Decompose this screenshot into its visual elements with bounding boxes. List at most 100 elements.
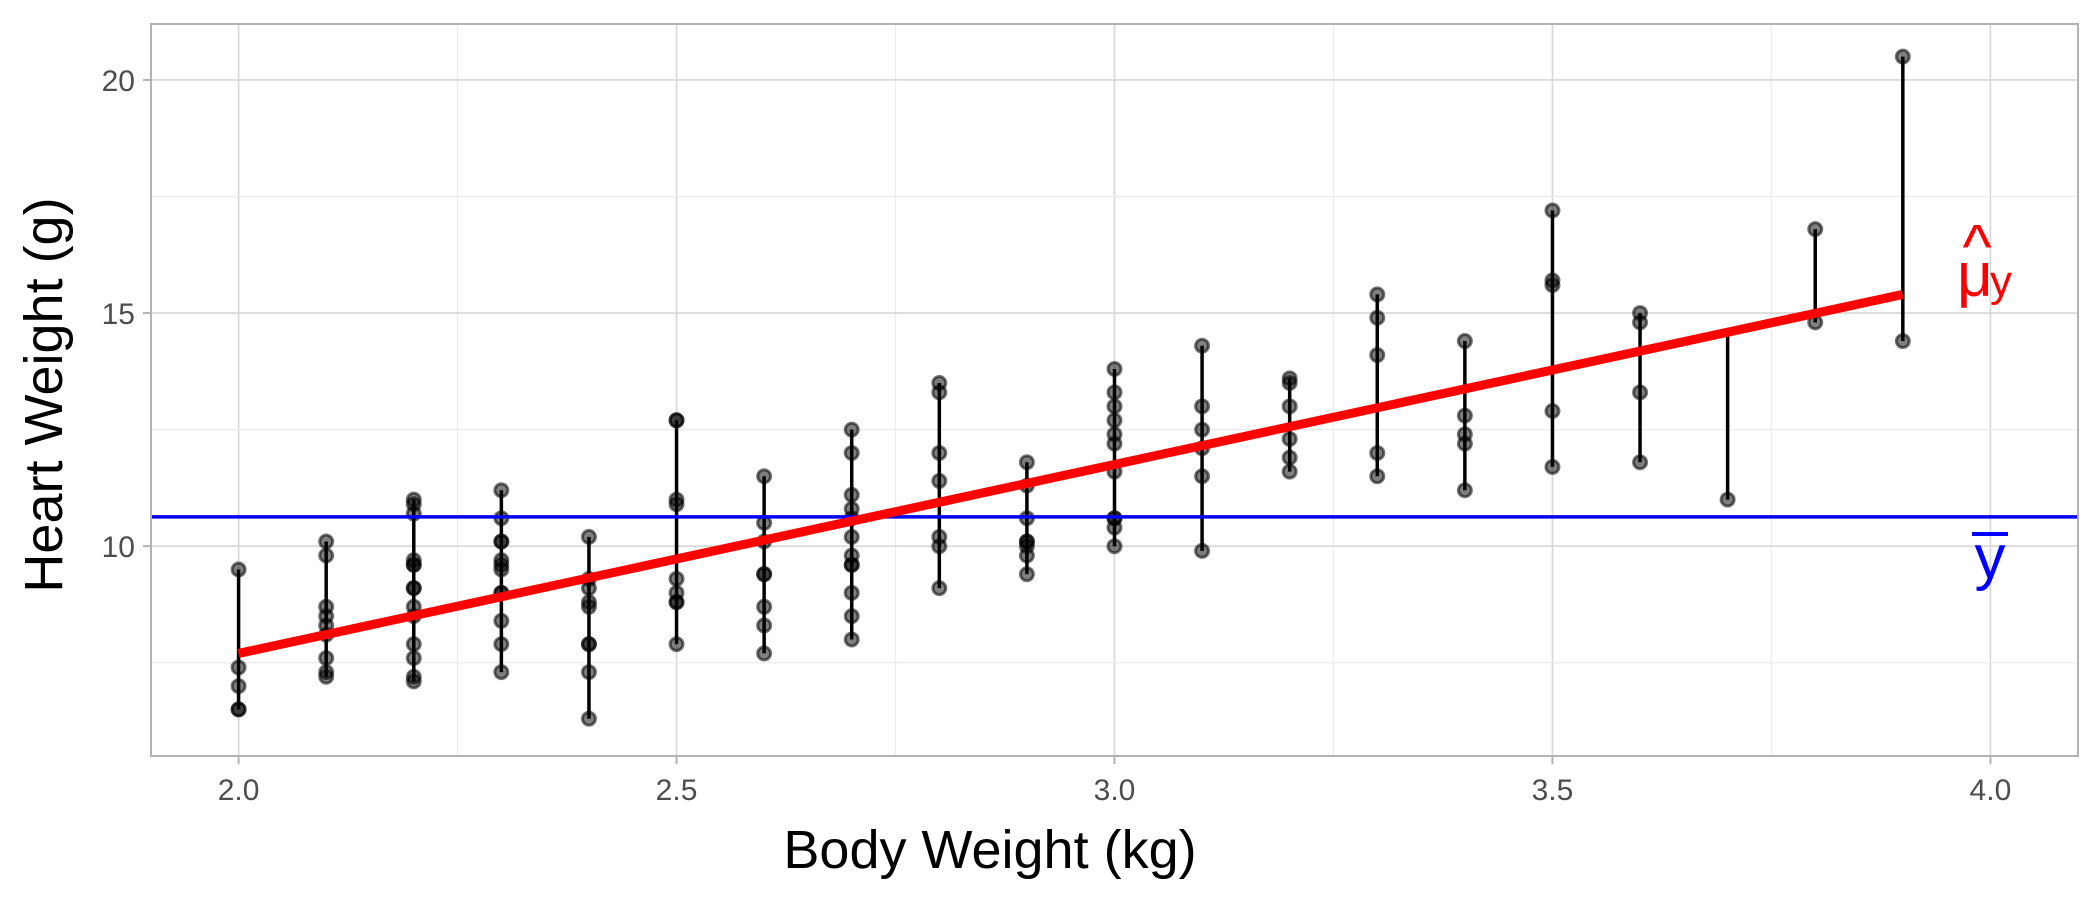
x-tick-label: 3.0 xyxy=(1094,774,1136,807)
data-point xyxy=(405,556,422,573)
data-point xyxy=(580,636,597,653)
data-point xyxy=(668,412,685,429)
data-point xyxy=(230,659,247,676)
data-point xyxy=(1369,286,1386,303)
data-point xyxy=(1544,277,1561,294)
data-point xyxy=(1544,202,1561,219)
data-point xyxy=(1632,384,1649,401)
data-point xyxy=(1194,468,1211,485)
data-point xyxy=(405,673,422,690)
data-point xyxy=(1106,361,1123,378)
data-point xyxy=(1894,333,1911,350)
data-point xyxy=(668,594,685,611)
data-point xyxy=(1194,421,1211,438)
y-bar-text: y xyxy=(1975,523,2006,592)
data-point xyxy=(1544,402,1561,419)
data-point xyxy=(843,608,860,625)
mu-hat-base: μ xyxy=(1957,241,1993,310)
data-point xyxy=(580,598,597,615)
data-point xyxy=(1281,463,1298,480)
y-axis-title: Heart Weight (g) xyxy=(14,197,74,592)
mu-hat-annotation: ^ μ y xyxy=(1957,213,2012,310)
data-point xyxy=(843,528,860,545)
data-point xyxy=(230,678,247,695)
fit-lines xyxy=(151,290,2078,658)
data-point xyxy=(1632,314,1649,331)
data-point xyxy=(1544,458,1561,475)
y-tick-label: 20 xyxy=(102,65,135,98)
x-axis-ticks: 2.0 2.5 3.0 3.5 4.0 xyxy=(218,756,2012,807)
data-point xyxy=(1281,375,1298,392)
x-tick-label: 4.0 xyxy=(1970,774,2012,807)
y-tick-label: 10 xyxy=(102,531,135,564)
data-point xyxy=(668,636,685,653)
data-point xyxy=(1456,482,1473,499)
data-point xyxy=(1106,412,1123,429)
data-point xyxy=(1194,398,1211,415)
data-point xyxy=(756,566,773,583)
data-point xyxy=(1281,449,1298,466)
data-point xyxy=(931,472,948,489)
data-point xyxy=(580,528,597,545)
data-point xyxy=(493,636,510,653)
data-point xyxy=(1807,221,1824,238)
data-point xyxy=(843,421,860,438)
data-point xyxy=(405,580,422,597)
data-point xyxy=(318,547,335,564)
data-point xyxy=(1106,384,1123,401)
data-point xyxy=(843,444,860,461)
data-point xyxy=(931,580,948,597)
data-point xyxy=(1018,566,1035,583)
y-axis-ticks: 10 15 20 xyxy=(102,65,151,564)
data-point xyxy=(580,580,597,597)
data-point xyxy=(1106,538,1123,555)
data-point xyxy=(1369,347,1386,364)
data-point xyxy=(230,701,247,718)
data-point xyxy=(1106,519,1123,536)
x-tick-label: 2.0 xyxy=(218,774,260,807)
regression-line xyxy=(237,290,1904,658)
data-point xyxy=(1194,337,1211,354)
data-point xyxy=(756,645,773,662)
data-point xyxy=(843,486,860,503)
data-point xyxy=(1281,398,1298,415)
data-point xyxy=(1456,407,1473,424)
mu-hat-subscript: y xyxy=(1990,257,2012,306)
data-point xyxy=(1194,542,1211,559)
data-point xyxy=(668,496,685,513)
y-tick-label: 15 xyxy=(102,298,135,331)
x-tick-label: 3.5 xyxy=(1532,774,1574,807)
data-point xyxy=(230,561,247,578)
data-point xyxy=(493,561,510,578)
data-point xyxy=(405,650,422,667)
data-point xyxy=(1106,435,1123,452)
data-point xyxy=(405,636,422,653)
data-point xyxy=(580,710,597,727)
data-point xyxy=(1456,435,1473,452)
data-point xyxy=(756,468,773,485)
data-point xyxy=(580,664,597,681)
y-bar-annotation: y xyxy=(1972,523,2008,592)
data-point xyxy=(1369,309,1386,326)
data-point xyxy=(931,384,948,401)
data-point xyxy=(756,598,773,615)
data-point xyxy=(1369,468,1386,485)
data-point xyxy=(493,612,510,629)
x-axis-title: Body Weight (kg) xyxy=(783,820,1196,880)
mu-hat-hat: ^ xyxy=(1962,213,1991,282)
data-point xyxy=(931,444,948,461)
data-point xyxy=(493,482,510,499)
data-point xyxy=(931,538,948,555)
data-point xyxy=(1719,491,1736,508)
data-point xyxy=(318,668,335,685)
data-point xyxy=(318,533,335,550)
data-point xyxy=(1456,333,1473,350)
data-point xyxy=(668,570,685,587)
data-point xyxy=(1106,398,1123,415)
data-point xyxy=(843,584,860,601)
x-tick-label: 2.5 xyxy=(656,774,698,807)
data-point xyxy=(1281,430,1298,447)
data-point xyxy=(493,664,510,681)
